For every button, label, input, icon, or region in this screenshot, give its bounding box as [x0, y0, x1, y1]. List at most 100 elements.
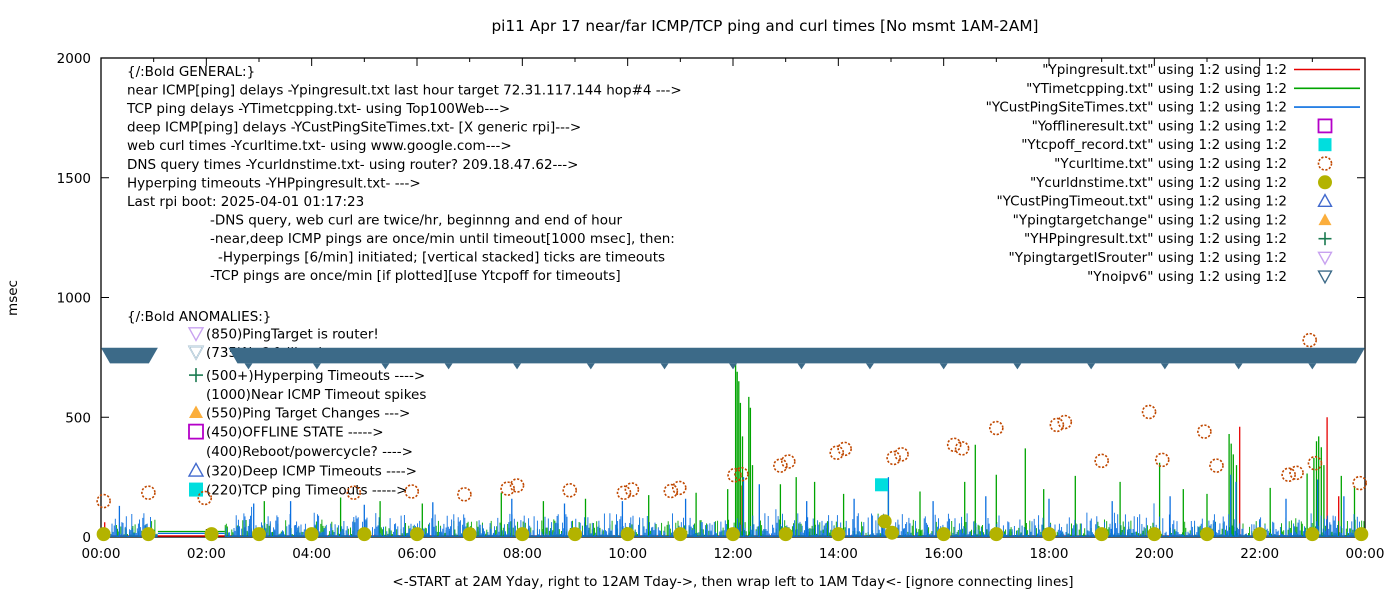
- noipv6-triangle-tip: [444, 363, 453, 370]
- anomaly-label: (500+)Hyperping Timeouts ---->: [206, 368, 425, 384]
- anomaly-tri-down-open: [187, 345, 205, 361]
- point-dns-query-time: [568, 527, 582, 542]
- point-dns-query-time: [96, 527, 111, 542]
- x-tick-label: 08:00: [503, 546, 542, 562]
- annotation-line: -DNS query, web curl are twice/hr, begin…: [210, 212, 623, 228]
- point-dns-query-time: [1305, 527, 1320, 542]
- point-web-curl-time: [954, 441, 970, 456]
- anomaly-square-fill: [189, 482, 203, 497]
- x-tick-label: 16:00: [924, 546, 963, 562]
- point-web-curl-time: [734, 466, 749, 482]
- point-dns-query-time: [204, 527, 219, 542]
- point-web-curl-time: [346, 485, 362, 500]
- legend-label: "Ypingresult.txt" using 1:2 using 1:2: [1042, 62, 1287, 78]
- legend-marker-sample: [1318, 232, 1332, 246]
- y-axis-label: msec: [5, 280, 21, 316]
- legend-marker-sample: [1317, 156, 1333, 171]
- y-tick-label: 1000: [57, 291, 91, 307]
- anomaly-label: (1000)Near ICMP Timeout spikes: [206, 387, 426, 403]
- x-tick-label: 18:00: [1030, 546, 1069, 562]
- legend-label: "YHPpingresult.txt" using 1:2 using 1:2: [1024, 231, 1287, 247]
- anomaly-label: (550)Ping Target Changes --->: [206, 405, 410, 421]
- x-tick-label: 12:00: [714, 546, 753, 562]
- annotation-line: TCP ping delays -YTimetcpping.txt- using…: [126, 101, 510, 117]
- point-web-curl-time: [509, 478, 525, 493]
- point-dns-query-time: [877, 514, 892, 529]
- legend-marker-sample: [1318, 138, 1332, 152]
- legend-label: "YTimetcpping.txt" using 1:2 using 1:2: [1026, 81, 1287, 97]
- point-web-curl-time: [1352, 475, 1368, 491]
- point-web-curl-time: [829, 445, 845, 460]
- annotation-line: {/:Bold GENERAL:}: [127, 64, 255, 80]
- annotation-line: web curl times -Ycurltime.txt- using www…: [127, 138, 512, 154]
- point-dns-query-time: [141, 527, 156, 542]
- annotation-line: Last rpi boot: 2025-04-01 01:17:23: [127, 194, 364, 210]
- anomaly-tri-up-open: [187, 461, 205, 477]
- noipv6-triangle-tip: [513, 363, 522, 370]
- legend-item-ping-target-change: "Ypingtargetchange" using 1:2 using 1:2: [1013, 212, 1332, 228]
- legend-label: "Ypingtargetchange" using 1:2 using 1:2: [1013, 212, 1287, 228]
- anomaly-label: (320)Deep ICMP Timeouts ---->: [206, 463, 417, 479]
- point-dns-query-time: [778, 527, 793, 542]
- legend-label: "YpingtargetISrouter" using 1:2 using 1:…: [1009, 250, 1287, 266]
- anomaly-label: (450)OFFLINE STATE ----->: [206, 425, 384, 441]
- noipv6-band-segment: [101, 347, 158, 364]
- legend-item-tcp-ping: "YTimetcpping.txt" using 1:2 using 1:2: [1026, 81, 1360, 97]
- point-web-curl-time: [886, 450, 901, 466]
- legend-label: "YCustPingSiteTimes.txt" using 1:2 using…: [986, 100, 1287, 116]
- series-deep-icmp-ping-spikes: [118, 474, 1345, 537]
- annotation-anomalies-header: {/:Bold ANOMALIES:}: [127, 309, 271, 325]
- point-web-curl-time: [616, 485, 632, 500]
- point-dns-query-time: [620, 527, 635, 542]
- point-web-curl-time: [197, 490, 213, 506]
- anomaly-tri-up-fill: [189, 405, 203, 419]
- noipv6-triangle-tip: [865, 363, 874, 370]
- annotation-line: deep ICMP[ping] delays -YCustPingSiteTim…: [127, 120, 581, 136]
- legend-marker-sample: [1318, 175, 1332, 190]
- point-dns-query-time: [673, 527, 688, 542]
- anomaly-label: (400)Reboot/powercycle? ---->: [206, 444, 413, 460]
- point-dns-query-time: [989, 527, 1004, 542]
- point-dns-query-time: [515, 527, 530, 542]
- scatter-markers-layer: [96, 332, 1369, 542]
- point-web-curl-time: [1302, 332, 1317, 348]
- annotations-layer: {/:Bold GENERAL:} near ICMP[ping] delays …: [126, 64, 682, 499]
- annotation-line: -near,deep ICMP pings are once/min until…: [210, 231, 675, 247]
- point-dns-query-time: [1042, 527, 1056, 542]
- point-web-curl-time: [837, 441, 852, 457]
- noipv6-triangle-tip: [1160, 363, 1169, 370]
- legend-marker-sample: [1317, 270, 1333, 285]
- noipv6-triangle-tip: [381, 363, 390, 370]
- x-tick-label: 00:00: [82, 546, 121, 562]
- point-web-curl-time: [624, 482, 640, 497]
- series-tcp-ping-spikes: [263, 363, 1356, 537]
- legend-label: "Ycurldnstime.txt" using 1:2 using 1:2: [1030, 175, 1287, 191]
- anomaly-tri-down-open: [187, 327, 205, 342]
- point-web-curl-time: [946, 437, 962, 453]
- x-axis-label: <-START at 2AM Yday, right to 12AM Tday-…: [392, 574, 1073, 590]
- point-dns-query-time: [410, 527, 424, 542]
- point-web-curl-time: [1057, 414, 1073, 430]
- legend-item-offline-state: "Yofflineresult.txt" using 1:2 using 1:2: [1032, 118, 1333, 134]
- legend-marker-sample: [1317, 118, 1333, 134]
- x-tick-label: 04:00: [292, 546, 331, 562]
- point-web-curl-time: [1209, 458, 1224, 473]
- point-web-curl-time: [1049, 417, 1065, 433]
- point-dns-query-time: [936, 527, 951, 542]
- y-tick-label: 0: [82, 530, 91, 546]
- legend-item-web-curl-time: "Ycurltime.txt" using 1:2 using 1:2: [1054, 156, 1333, 172]
- legend-item-dns-query-time: "Ycurldnstime.txt" using 1:2 using 1:2: [1030, 175, 1332, 191]
- point-dns-query-time: [252, 527, 266, 542]
- anomaly-plus: [189, 368, 203, 383]
- x-tick-label: 00:00: [1346, 546, 1385, 562]
- anomaly-label: (220)TCP ping Timeouts ----->: [206, 483, 408, 499]
- y-tick-label: 500: [65, 410, 91, 426]
- point-web-curl-time: [1141, 404, 1157, 420]
- noipv6-triangle-tip: [244, 363, 253, 370]
- noipv6-triangle-tip: [312, 363, 321, 370]
- noipv6-triangle-tip: [1013, 363, 1022, 370]
- legend-item-deep-icmp-ping: "YCustPingSiteTimes.txt" using 1:2 using…: [986, 100, 1360, 116]
- legend-label: "Ytcpoff_record.txt" using 1:2 using 1:2: [1021, 137, 1287, 153]
- noipv6-triangle-tip: [1087, 363, 1096, 370]
